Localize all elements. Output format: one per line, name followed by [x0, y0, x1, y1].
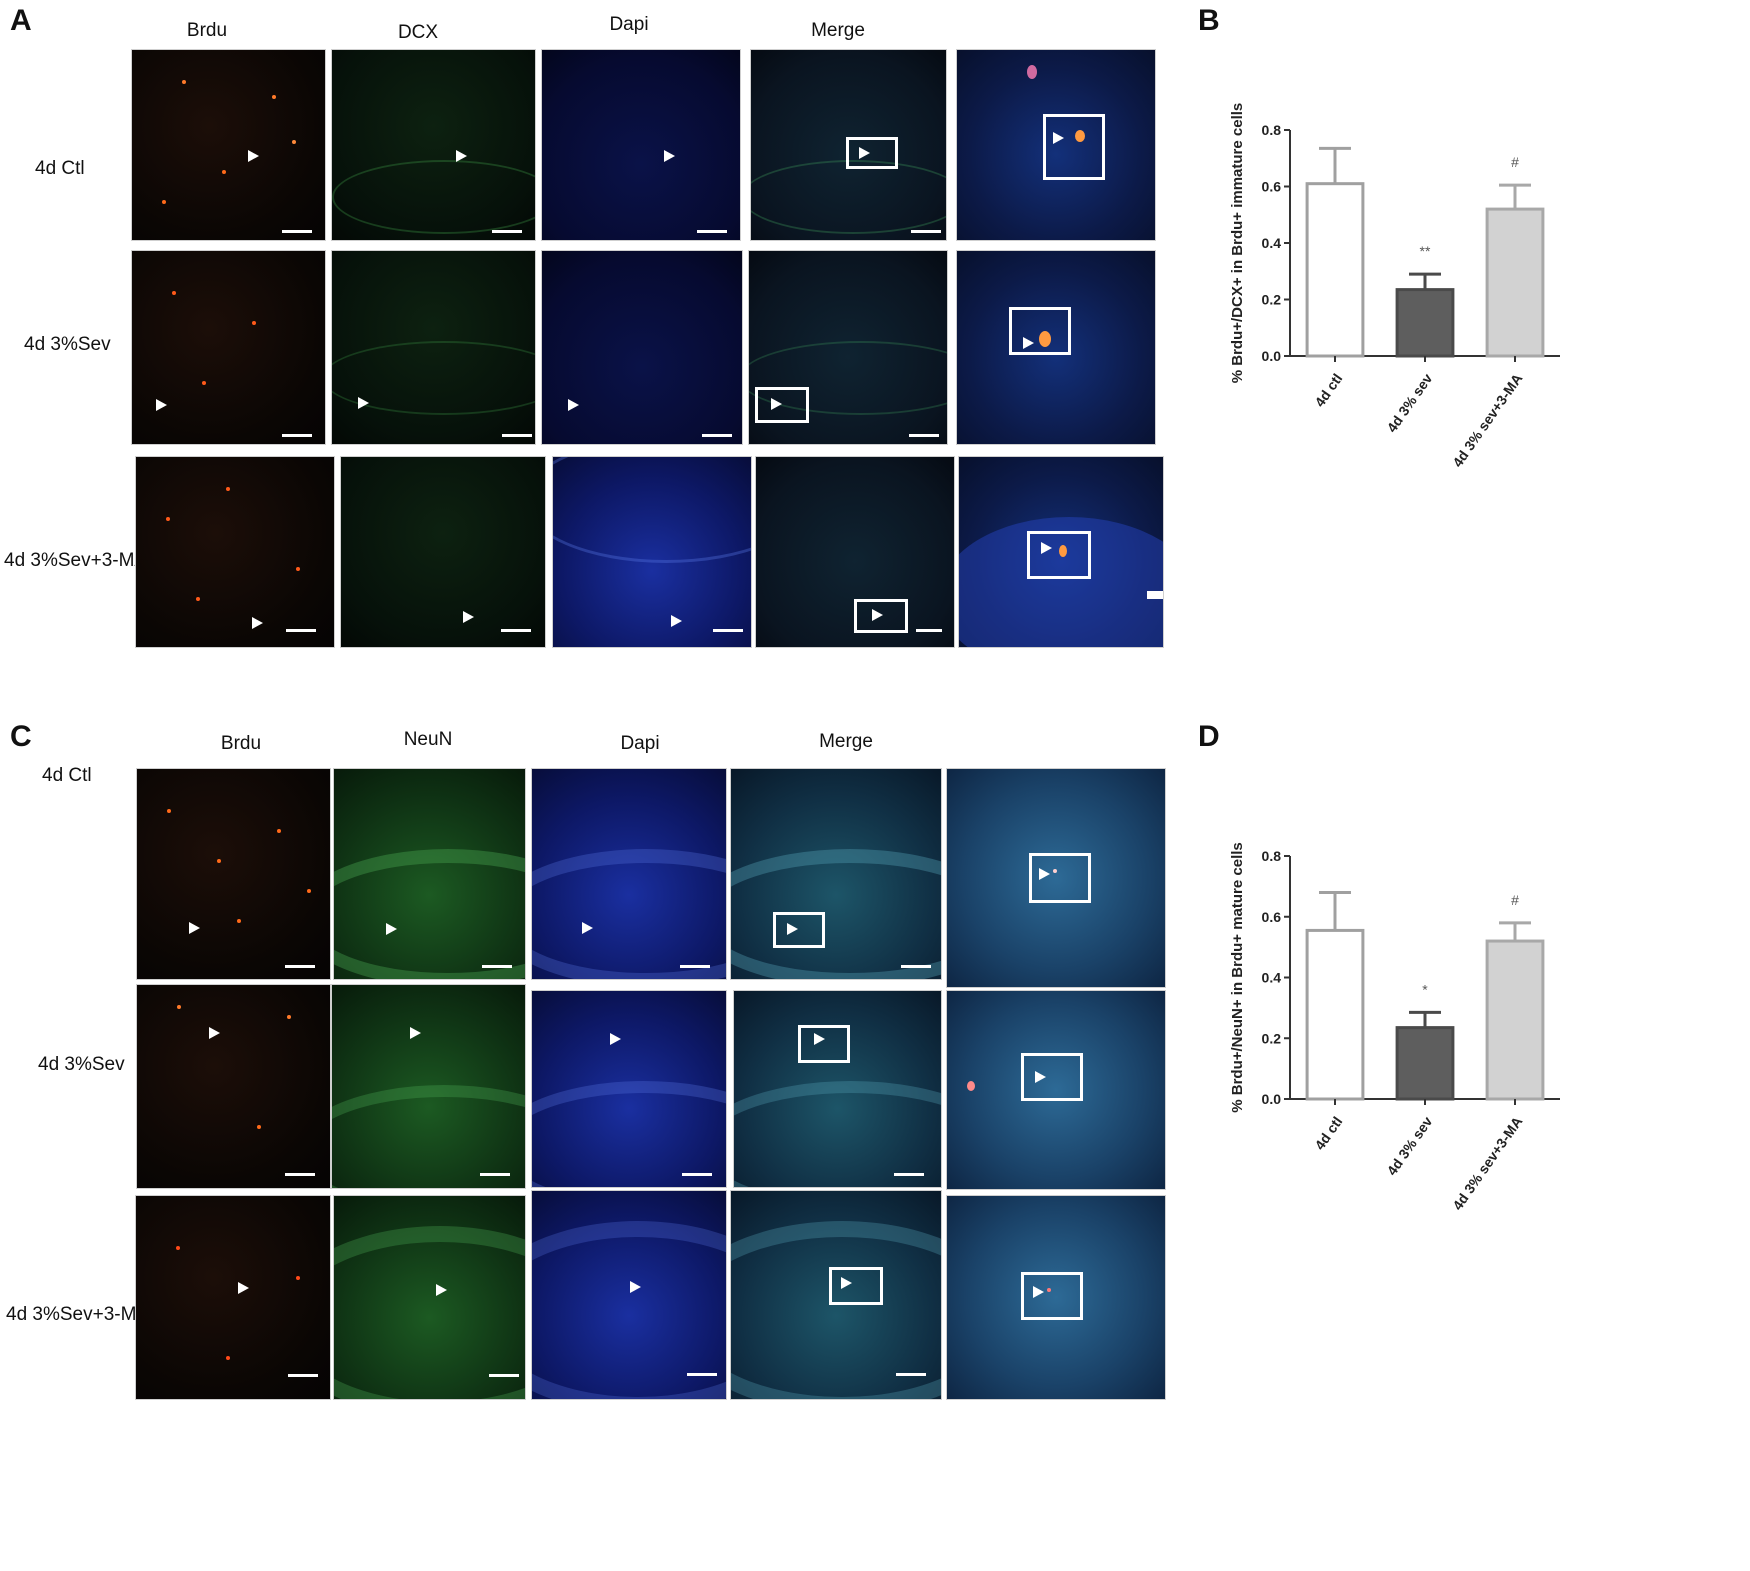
micrograph-a-ctl-merge [750, 49, 947, 241]
chart-b-ytick-label: 0.2 [1262, 292, 1282, 308]
panel-d-label: D [1198, 720, 1220, 753]
chart-d-ylabel: % Brdu+/NeuN+ in Brdu+ mature cells [1229, 842, 1246, 1113]
micrograph-c-sev-neun [331, 984, 526, 1189]
chart-d: 0.0 0.2 0.4 0.6 0.8 % Brdu+/NeuN+ in Brdu+ ma… [1229, 842, 1560, 1213]
micrograph-c-ctl-merge [730, 768, 942, 980]
chart-b-ytick-label: 0.8 [1262, 122, 1282, 138]
micrograph-a-sev3ma-zoom [958, 456, 1164, 648]
chart-d-bar [1305, 928, 1365, 1101]
chart-d-bar [1485, 939, 1545, 1101]
chart-b-xtick-label: 4d 3% sev+3-MA [1449, 371, 1525, 470]
chart-d-significance-label: * [1422, 981, 1428, 997]
micrograph-a-sev-brdu [131, 250, 326, 445]
panel-a-header-brdu: Brdu [186, 20, 228, 41]
panel-c-header-merge: Merge [819, 731, 873, 752]
micrograph-a-ctl-dcx [331, 49, 536, 241]
micrograph-c-sev3ma-neun [333, 1195, 526, 1400]
panel-a-row-label-ctl: 4d Ctl [35, 158, 85, 179]
micrograph-c-sev-dapi [531, 990, 727, 1188]
micrograph-c-ctl-neun [333, 768, 526, 980]
chart-b-xtick-label: 4d ctl [1311, 371, 1345, 410]
chart-d-significance-label: # [1511, 892, 1519, 908]
panel-c-header-neun: NeuN [403, 729, 453, 750]
micrograph-c-sev3ma-zoom [946, 1195, 1166, 1400]
chart-b: 0.0 0.2 0.4 0.6 0.8 % Brdu+/DCX+ in Brdu+ imm… [1229, 103, 1560, 470]
micrograph-a-sev-dapi [541, 250, 743, 445]
chart-b-ytick-label: 0.6 [1262, 179, 1282, 195]
panel-c-header-dapi: Dapi [620, 733, 660, 754]
chart-b-bar [1305, 182, 1365, 358]
chart-b-significance-label: # [1511, 154, 1519, 170]
panel-a-label: A [10, 4, 32, 37]
micrograph-a-ctl-dapi [541, 49, 741, 241]
chart-b-xtick-label: 4d 3% sev [1384, 370, 1436, 435]
micrograph-c-ctl-dapi [531, 768, 727, 980]
panel-b-label: B [1198, 4, 1220, 37]
chart-d-xtick-label: 4d 3% sev+3-MA [1449, 1114, 1525, 1213]
chart-d-ytick-label: 0.4 [1262, 970, 1282, 986]
chart-d-ytick-label: 0.2 [1262, 1030, 1282, 1046]
chart-d-bar [1395, 1026, 1455, 1101]
panel-a-row-label-sev: 4d 3%Sev [24, 334, 111, 355]
micrograph-a-ctl-zoom [956, 49, 1156, 241]
micrograph-c-ctl-zoom [946, 768, 1166, 988]
chart-b-ylabel: % Brdu+/DCX+ in Brdu+ immature cells [1229, 103, 1246, 384]
chart-b-ytick-label: 0.4 [1262, 235, 1282, 251]
micrograph-c-sev-brdu [136, 984, 331, 1189]
panel-c-row-label-sev: 4d 3%Sev [38, 1054, 125, 1075]
chart-b-significance-label: ** [1420, 243, 1431, 259]
micrograph-c-sev-zoom [946, 990, 1166, 1190]
chart-d-ytick-label: 0.0 [1262, 1091, 1282, 1107]
panel-c-header-brdu: Brdu [220, 733, 262, 754]
chart-d-ytick-label: 0.6 [1262, 909, 1282, 925]
panel-a-header-merge: Merge [811, 20, 865, 41]
chart-b-bar [1395, 288, 1455, 358]
micrograph-c-ctl-brdu [136, 768, 331, 980]
micrograph-c-sev3ma-merge [730, 1190, 942, 1400]
micrograph-a-sev3ma-dapi [552, 456, 752, 648]
micrograph-a-sev-merge [748, 250, 948, 445]
micrograph-a-sev-dcx [331, 250, 536, 445]
panel-c-row-label-ctl: 4d Ctl [42, 765, 92, 786]
panel-a-header-dapi: Dapi [609, 14, 649, 35]
micrograph-c-sev-merge [733, 990, 942, 1188]
micrograph-c-sev3ma-dapi [531, 1190, 727, 1400]
panel-a-header-dcx: DCX [397, 22, 439, 43]
micrograph-a-ctl-brdu [131, 49, 326, 241]
chart-b-ytick-label: 0.0 [1262, 348, 1282, 364]
micrograph-a-sev3ma-merge [755, 456, 955, 648]
micrograph-c-sev3ma-brdu [135, 1195, 331, 1400]
chart-d-xtick-label: 4d 3% sev [1384, 1113, 1436, 1178]
chart-b-bar [1485, 207, 1545, 358]
panel-c-label: C [10, 720, 32, 753]
panel-c-row-label-sev3ma: 4d 3%Sev+3-MA [6, 1304, 150, 1325]
micrograph-a-sev3ma-brdu [135, 456, 335, 648]
chart-d-ytick-label: 0.8 [1262, 848, 1282, 864]
micrograph-a-sev-zoom [956, 250, 1156, 445]
micrograph-a-sev3ma-dcx [340, 456, 546, 648]
chart-d-xtick-label: 4d ctl [1311, 1114, 1345, 1153]
panel-a-row-label-sev3ma: 4d 3%Sev+3-MA [4, 550, 148, 571]
